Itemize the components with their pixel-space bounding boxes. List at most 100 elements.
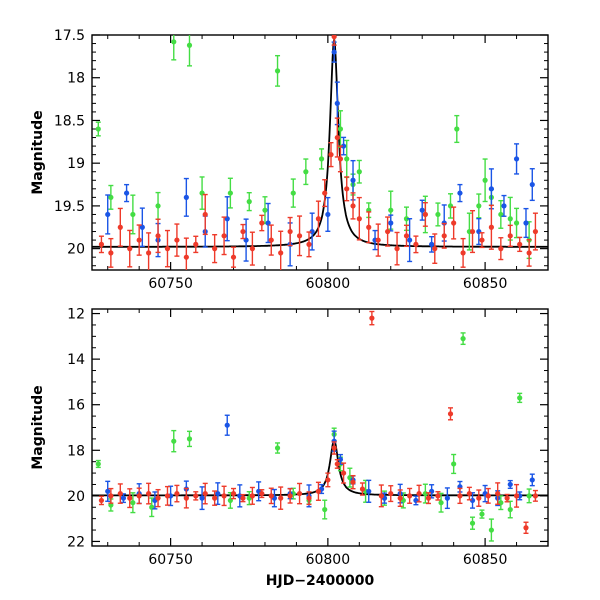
red-point <box>495 490 501 497</box>
red-point <box>356 216 362 222</box>
red-point <box>498 246 504 252</box>
red-point <box>416 490 422 497</box>
red-point <box>278 250 284 256</box>
red-point <box>155 233 161 239</box>
red-point <box>397 495 403 501</box>
red-point <box>315 488 322 494</box>
red-point <box>117 224 123 230</box>
blue-point <box>325 211 331 218</box>
blue-point <box>523 220 529 226</box>
red-point <box>328 152 334 158</box>
green-point <box>227 190 233 196</box>
y-tick-label: 18 <box>67 443 85 459</box>
red-point <box>278 495 284 501</box>
y-tick-label: 19 <box>67 156 85 172</box>
green-point <box>322 506 328 513</box>
red-point <box>287 228 293 235</box>
red-point <box>394 246 400 252</box>
green-point <box>108 194 114 200</box>
blue-point <box>529 477 535 483</box>
green-point <box>171 438 177 444</box>
red-point <box>485 493 491 499</box>
blue-point <box>457 190 463 196</box>
red-point <box>268 493 274 499</box>
model-curve <box>92 39 548 248</box>
red-point <box>460 250 466 256</box>
bottom-panel: 60750 60800 60850 12 14 16 18 20 22 Magnitude HJ… <box>30 307 549 589</box>
red-point <box>422 211 428 218</box>
red-point <box>230 490 237 497</box>
red-point <box>469 228 476 235</box>
x-tick-label: 60850 <box>463 276 508 292</box>
green-point <box>454 126 460 132</box>
red-point <box>517 241 523 247</box>
red-point <box>249 246 255 252</box>
blue-point <box>105 488 111 494</box>
red-point <box>212 246 218 252</box>
green-point <box>479 511 485 517</box>
red-point <box>331 445 337 451</box>
red-point <box>532 493 539 499</box>
red-point <box>334 134 340 141</box>
red-point <box>504 495 510 501</box>
red-point <box>432 246 438 252</box>
red-point <box>350 203 356 209</box>
red-point <box>407 493 413 499</box>
x-tick-label: 60850 <box>463 552 508 568</box>
red-point <box>441 233 447 239</box>
red-point <box>174 237 180 243</box>
red-point <box>183 495 189 501</box>
red-point <box>403 233 410 239</box>
green-point <box>290 190 296 196</box>
red-point <box>513 493 520 499</box>
green-point <box>95 126 101 132</box>
blue-point <box>334 100 340 106</box>
green-point <box>186 42 193 48</box>
red-point <box>466 490 472 497</box>
red-point <box>202 490 208 497</box>
red-point <box>369 315 375 321</box>
blue-point <box>507 481 513 488</box>
green-point <box>130 211 136 218</box>
red-point <box>202 211 208 218</box>
x-axis-label: HJD−2400000 <box>266 573 375 589</box>
blue-point <box>340 143 347 149</box>
blue-point <box>513 156 520 162</box>
green-point <box>186 436 193 442</box>
y-tick-label: 14 <box>67 352 85 368</box>
green-point <box>422 490 428 497</box>
blue-point <box>105 211 111 218</box>
red-point <box>108 250 114 256</box>
red-point <box>155 495 161 501</box>
blue-point <box>350 177 356 183</box>
blue-point <box>529 181 535 188</box>
green-point <box>130 500 136 506</box>
red-point <box>479 237 485 243</box>
green-point <box>388 207 394 213</box>
green-point <box>303 169 309 175</box>
y-tick-label: 18 <box>67 71 85 87</box>
green-point <box>155 203 161 209</box>
red-point <box>523 525 529 531</box>
red-point <box>136 237 142 243</box>
red-point <box>388 490 394 497</box>
green-point <box>460 336 466 342</box>
red-point <box>331 35 337 40</box>
red-point <box>378 493 384 499</box>
blue-point <box>488 186 494 192</box>
green-point <box>517 395 523 401</box>
red-point <box>183 254 189 260</box>
red-point <box>315 216 322 222</box>
red-point <box>507 233 513 239</box>
x-tick-label: 60800 <box>306 276 351 292</box>
red-point <box>526 250 532 256</box>
y-tick-label: 20 <box>67 489 85 505</box>
red-point <box>98 241 105 247</box>
red-point <box>174 490 180 497</box>
x-tick-label: 60750 <box>148 276 193 292</box>
y-tick-label: 22 <box>67 534 85 550</box>
red-point <box>136 493 142 499</box>
red-point <box>259 490 265 497</box>
red-point <box>425 495 432 501</box>
